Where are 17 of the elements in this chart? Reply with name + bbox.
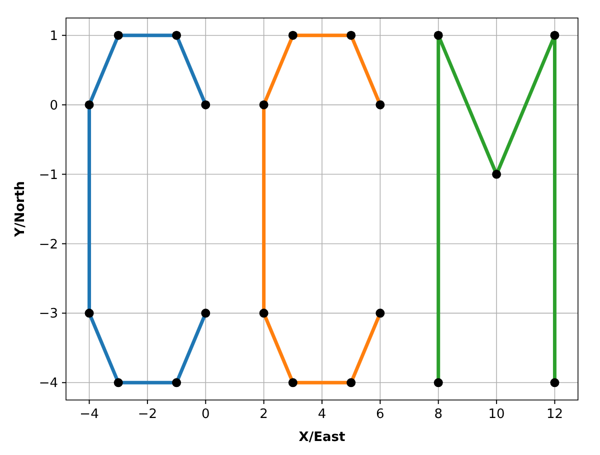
- x-axis-title: X/East: [298, 430, 346, 445]
- x-tick-label: −4: [80, 407, 99, 422]
- x-tick-label: −2: [138, 407, 158, 422]
- y-tick-label: 0: [50, 98, 58, 114]
- x-tick-label: 12: [546, 407, 563, 422]
- x-tick-label: 10: [488, 407, 505, 422]
- x-tick-label: 0: [201, 407, 210, 422]
- x-tick-label: 2: [260, 407, 268, 422]
- y-tick-label: −1: [38, 168, 58, 183]
- y-tick-label: 1: [50, 28, 58, 44]
- y-axis-title: Y/North: [13, 181, 28, 238]
- x-tick-label: 4: [318, 407, 326, 422]
- x-tick-label: 6: [376, 407, 384, 422]
- y-tick-label: −2: [38, 237, 58, 252]
- y-tick-label: −3: [38, 306, 58, 322]
- y-tick-label: −4: [38, 376, 58, 392]
- x-tick-label: 8: [434, 407, 443, 422]
